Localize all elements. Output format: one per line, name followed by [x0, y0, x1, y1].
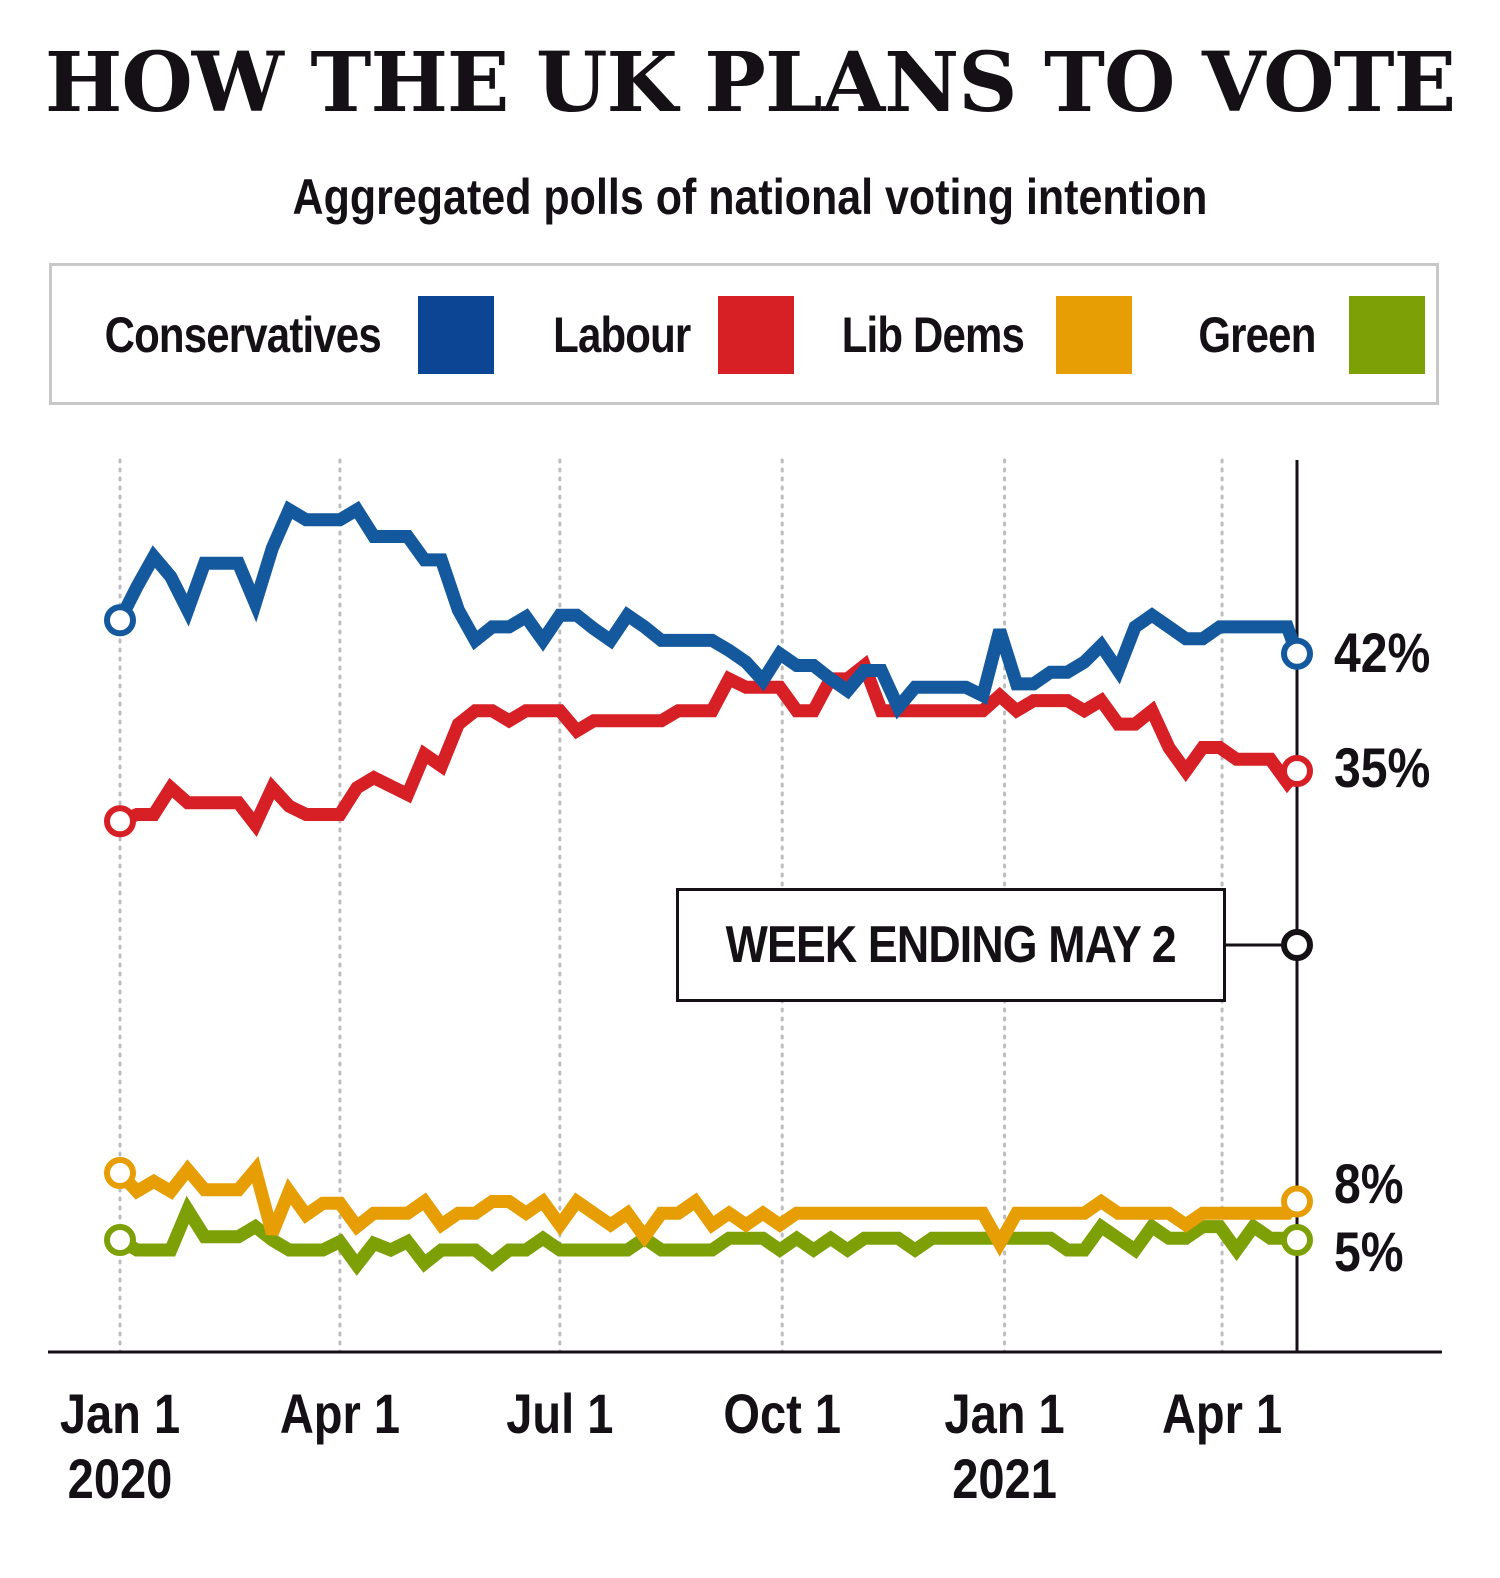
current-week-marker — [1281, 929, 1313, 961]
legend-swatch-lib-dems — [1056, 296, 1132, 374]
legend-swatch-green — [1349, 296, 1425, 374]
series-line-lib-dems — [115, 1155, 1303, 1257]
series-line-conservatives — [114, 500, 1304, 720]
start-marker-conservatives — [104, 604, 136, 637]
end-label-conservatives: 42% — [1334, 623, 1430, 685]
x-tick-year-0: 2020 — [68, 1447, 173, 1510]
x-tick-label-4: Jan 1 — [944, 1382, 1064, 1445]
week-ending-callout: WEEK ENDING MAY 2 — [676, 888, 1226, 1002]
end-marker-labour — [1281, 755, 1313, 787]
page-subtitle: Aggregated polls of national voting inte… — [292, 169, 1208, 225]
x-tick-label-5: Apr 1 — [1162, 1382, 1282, 1445]
legend-item-conservatives: Conservatives — [52, 296, 382, 374]
legend-label-conservatives: Conservatives — [104, 307, 382, 363]
start-marker-lib-dems — [104, 1157, 136, 1189]
start-marker-green — [104, 1224, 136, 1256]
legend-swatch-conservatives — [418, 296, 494, 374]
legend-swatch-labour — [718, 296, 794, 374]
x-tick-label-0: Jan 1 — [60, 1382, 180, 1445]
page-title: HOW THE UK PLANS TO VOTE — [44, 35, 1456, 131]
chart-series — [104, 500, 1313, 1276]
start-marker-labour — [104, 805, 136, 838]
end-marker-lib-dems — [1281, 1185, 1313, 1218]
series-line-labour — [117, 654, 1303, 838]
legend-item-labour: Labour — [527, 296, 691, 374]
legend-label-lib-dems: Lib Dems — [841, 307, 1025, 363]
end-marker-conservatives — [1281, 637, 1313, 670]
legend: Conservatives Labour Lib Dems Green — [49, 263, 1439, 405]
week-ending-label: WEEK ENDING MAY 2 — [725, 916, 1177, 974]
end-label-labour: 35% — [1334, 738, 1430, 800]
end-marker-green — [1281, 1224, 1313, 1256]
x-tick-label-3: Oct 1 — [723, 1382, 841, 1445]
chart-end-labels: 42% 35% 8%5% — [1334, 623, 1430, 1284]
end-label-lib-dems: 8% — [1334, 1154, 1404, 1216]
legend-label-green: Green — [1198, 307, 1317, 363]
series-line-green — [116, 1195, 1299, 1276]
legend-item-lib-dems: Lib Dems — [807, 296, 1025, 374]
end-label-green: 5% — [1334, 1222, 1404, 1284]
legend-item-green: Green — [1176, 296, 1317, 374]
x-tick-label-2: Jul 1 — [506, 1382, 613, 1445]
x-tick-label-1: Apr 1 — [280, 1382, 400, 1445]
legend-label-labour: Labour — [552, 307, 691, 363]
x-tick-year-4: 2021 — [952, 1447, 1057, 1510]
